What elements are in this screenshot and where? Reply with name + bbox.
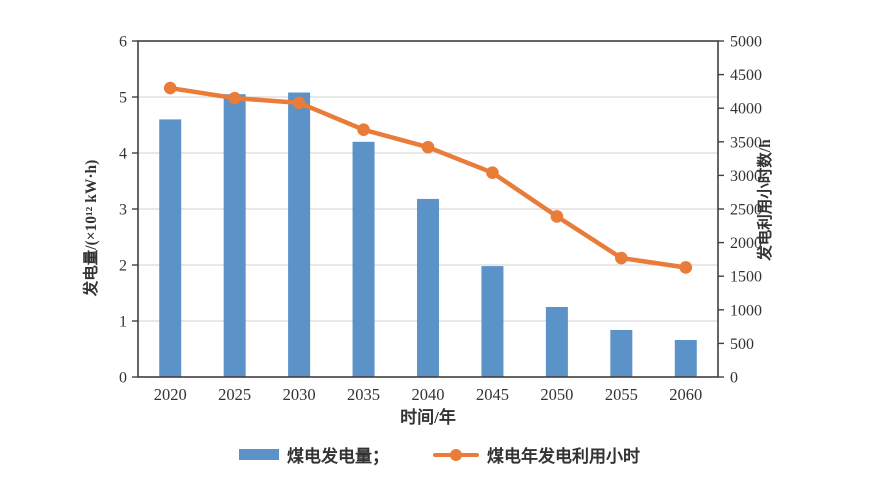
left-axis-tick-label: 2: [119, 258, 127, 275]
x-axis-tick-label: 2055: [605, 385, 638, 404]
bar-2035: [352, 141, 375, 377]
right-axis-tick-label: 3000: [730, 168, 762, 185]
right-axis-tick-label: 5000: [730, 34, 762, 51]
left-axis-tick-label: 6: [119, 34, 127, 51]
legend-item-line-series: 煤电年发电利用小时: [433, 442, 640, 467]
line-point-2060: [679, 261, 693, 274]
line-point-2030: [292, 96, 306, 110]
bar-2050: [545, 307, 568, 377]
line-point-2050: [550, 210, 564, 223]
bar-2020: [159, 119, 182, 378]
right-axis-tick-label: 1000: [730, 302, 762, 319]
left-axis-tick-label: 1: [119, 314, 127, 331]
x-axis-tick-label: 2035: [347, 385, 380, 404]
legend: 煤电发电量； 煤电年发电利用小时: [0, 442, 879, 467]
right-axis-title: 发电利用小时数/h: [757, 139, 774, 261]
x-axis-tick-label: 2020: [154, 385, 187, 404]
right-axis-tick-label: 500: [730, 336, 754, 353]
x-axis-tick-label: 2025: [218, 385, 251, 404]
line-point-2040: [421, 140, 435, 154]
x-axis-tick-label: 2030: [283, 385, 316, 404]
line-point-2025: [228, 91, 241, 105]
bar-2040: [417, 198, 439, 377]
bar-2060: [674, 340, 697, 377]
bar-2055: [610, 329, 633, 377]
right-axis-tick-label: 0: [730, 370, 738, 387]
right-axis-tick-label: 2500: [730, 202, 762, 219]
left-axis-tick-label: 3: [119, 202, 127, 219]
line-point-2055: [615, 251, 628, 265]
right-axis-tick-label: 1500: [730, 269, 762, 286]
x-axis-tick-label: 2050: [540, 385, 573, 404]
legend-label-line-series: 煤电年发电利用小时: [487, 447, 640, 466]
left-axis-tick-label: 4: [119, 146, 127, 163]
bar-series-swatch-icon: [239, 449, 279, 460]
right-axis-tick-label: 4000: [730, 101, 762, 118]
left-axis-title: 发电量/(×10¹² kW·h): [83, 159, 100, 297]
line-point-2045: [486, 166, 499, 180]
legend-label-bar-series: 煤电发电量；: [287, 447, 389, 466]
left-axis-tick-label: 0: [119, 370, 127, 387]
line-point-2020: [163, 81, 177, 95]
right-axis-tick-label: 4500: [730, 67, 762, 84]
line-series-swatch-icon: [433, 448, 479, 461]
left-axis-tick-label: 5: [119, 90, 127, 107]
x-axis-tick-label: 2040: [412, 385, 445, 404]
bar-2025: [223, 94, 246, 377]
line-point-2035: [357, 123, 370, 137]
right-axis-tick-label: 2000: [730, 235, 762, 252]
x-axis-tick-label: 2045: [476, 385, 509, 404]
line-marker-dot-icon: [450, 448, 462, 461]
right-axis-tick-label: 3500: [730, 134, 762, 151]
bar-2030: [288, 92, 311, 378]
bar-2045: [481, 266, 504, 377]
x-axis-tick-label: 2060: [669, 385, 702, 404]
x-axis-title: 时间/年: [400, 408, 456, 427]
legend-item-bar-series: 煤电发电量；: [239, 442, 389, 467]
